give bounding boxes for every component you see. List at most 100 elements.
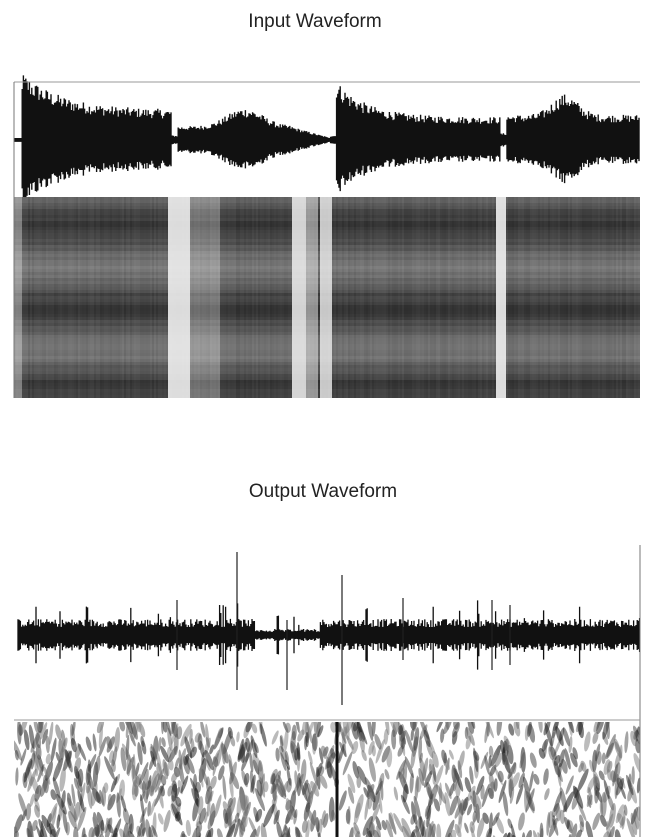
spectrogram-col [64,197,66,398]
spectrogram-col [596,197,598,398]
input-waveform [15,75,639,201]
spectrogram-col [252,197,254,398]
spectrogram-col [154,197,156,398]
spectrogram-col [426,197,428,398]
spectrogram-col [494,197,496,398]
spectrogram-col [392,197,394,398]
spectrogram-col [38,197,40,398]
spectrogram-col [138,197,140,398]
spectrogram-col [258,197,260,398]
spectrogram-col [368,197,370,398]
spectrogram-col [398,197,400,398]
spectrogram-blob [517,812,526,831]
spectrogram-col [562,197,564,398]
spectrogram-col [534,197,536,398]
spectrogram-col [136,197,138,398]
spectrogram-col [66,197,68,398]
spectrogram-blob [185,820,191,837]
output-waveform [18,552,640,705]
spectrogram-col [352,197,354,398]
spectrogram-col [74,197,76,398]
spectrogram-blob [524,829,534,837]
spectrogram-blob [436,824,442,837]
spectrogram-col [32,197,34,398]
spectrogram-col [76,197,78,398]
spectrogram-col [96,197,98,398]
spectrogram-col [530,197,532,398]
spectrogram-col [244,197,246,398]
spectrogram-col [624,197,626,398]
spectrogram-col [456,197,458,398]
spectrogram-col [112,197,114,398]
spectrogram-col [602,197,604,398]
spectrogram-col [222,197,224,398]
spectrogram-col [102,197,104,398]
spectrogram-col [118,197,120,398]
spectrogram-col [532,197,534,398]
spectrogram-col [44,197,46,398]
spectrogram-col [446,197,448,398]
spectrogram-blob [583,731,592,752]
spectrogram-col [556,197,558,398]
spectrogram-col [30,197,32,398]
spectrogram-col [564,197,566,398]
spectrogram-col [538,197,540,398]
spectrogram-col [552,197,554,398]
spectrogram-col [482,197,484,398]
spectrogram-col [518,197,520,398]
spectrogram-col [406,197,408,398]
spectrogram-col [150,197,152,398]
spectrogram-col [362,197,364,398]
spectrogram-col [78,197,80,398]
spectrogram-blob [206,776,210,791]
spectrogram-col [36,197,38,398]
spectrogram-col [478,197,480,398]
spectrogram-col [346,197,348,398]
spectrogram-col [262,197,264,398]
spectrogram-col [374,197,376,398]
spectrogram-col [636,197,638,398]
spectrogram-blob [472,750,481,762]
spectrogram-col [234,197,236,398]
spectrogram-col [28,197,30,398]
spectrogram-col [570,197,572,398]
spectrogram-col [526,197,528,398]
spectrogram-col [616,197,618,398]
waveform [18,600,640,669]
spectrogram-col [582,197,584,398]
spectrogram-col [280,197,282,398]
spectrogram-col [584,197,586,398]
spectrogram-col [268,197,270,398]
spectrogram-blob [92,733,97,751]
spectrogram-gap [306,197,318,398]
spectrogram-col [162,197,164,398]
spectrogram-col [226,197,228,398]
spectrogram-blob [270,730,280,746]
spectrogram-col [600,197,602,398]
spectrogram-blob [222,775,227,800]
spectrogram-blob [259,723,268,747]
spectrogram-col [122,197,124,398]
spectrogram-col [106,197,108,398]
spectrogram-col [612,197,614,398]
spectrogram-col [462,197,464,398]
spectrogram-col [104,197,106,398]
spectrogram-blob [48,721,54,745]
spectrogram-col [388,197,390,398]
spectrogram-col [506,197,508,398]
spectrogram-col [146,197,148,398]
spectrogram-col [364,197,366,398]
spectrogram-col [132,197,134,398]
spectrogram-gap [496,197,506,398]
spectrogram-col [524,197,526,398]
spectrogram-col [516,197,518,398]
spectrogram-col [484,197,486,398]
spectrogram-col [568,197,570,398]
spectrogram-col [158,197,160,398]
spectrogram-col [344,197,346,398]
spectrogram-col [536,197,538,398]
spectrogram-col [242,197,244,398]
spectrogram-blob [493,778,497,792]
spectrogram-col [638,197,640,398]
spectrogram-col [588,197,590,398]
